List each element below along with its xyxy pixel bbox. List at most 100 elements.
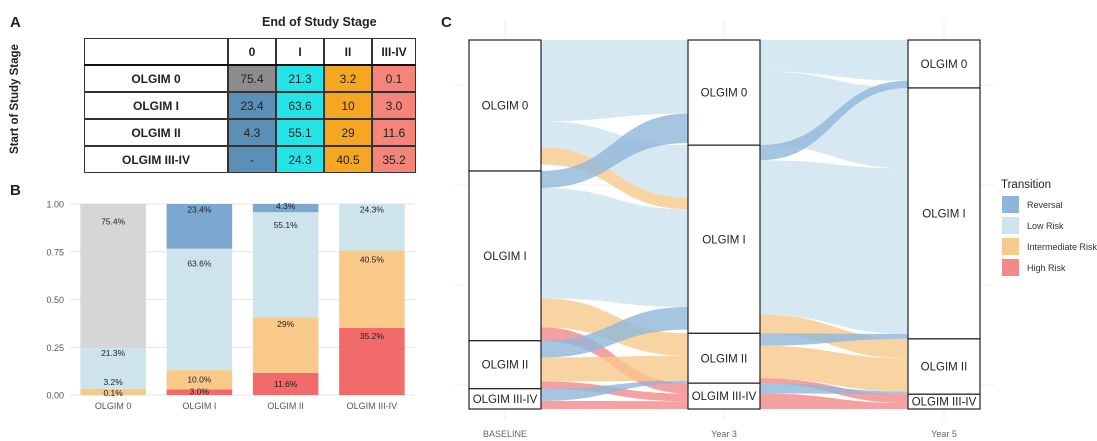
table-cell: 4.3	[228, 119, 276, 146]
table-cell: 40.5	[324, 146, 372, 173]
table-cell: 24.3	[276, 146, 324, 173]
stacked-bar-chart: 0.00 0.25 0.50 0.75 1.00 OLGIM 0 OLGIM I OLGIM …	[46, 200, 415, 411]
sankey-node-label: OLGIM III-IV	[473, 394, 538, 406]
bar-data-label: 29%	[277, 319, 294, 329]
table-corner-cell	[84, 38, 228, 65]
sankey-flow	[760, 333, 908, 346]
sankey-node-label: OLGIM 0	[482, 100, 529, 112]
sankey-node-label: OLGIM 0	[921, 59, 968, 71]
bar-segment	[252, 204, 319, 213]
legend-label: Reversal	[1027, 200, 1063, 210]
table-cell: 75.4	[228, 65, 276, 92]
table-row-label: OLGIM 0	[84, 65, 228, 92]
sankey-flow	[541, 400, 688, 409]
bar-segment	[80, 204, 146, 349]
bar-data-label: 24.3%	[360, 205, 385, 215]
legend-title: Transition	[1001, 179, 1051, 191]
sankey-node-label: OLGIM III-IV	[692, 391, 757, 403]
sankey-node-label: OLGIM II	[701, 353, 748, 365]
table-cell: 23.4	[228, 92, 276, 119]
y-tick-label: 0.50	[46, 295, 64, 305]
legend-swatch	[1002, 238, 1019, 255]
sankey-flow	[541, 355, 688, 382]
bar-segment	[252, 212, 319, 318]
table-title: End of Study Stage	[262, 15, 377, 29]
sankey-flow	[760, 80, 908, 161]
table-row-label: OLGIM I	[84, 92, 228, 119]
sankey-flow	[760, 40, 908, 81]
sankey-node	[687, 332, 761, 384]
table-cell: 35.2	[372, 146, 416, 173]
bar-segment	[166, 370, 233, 390]
table-col-header: III-IV	[372, 38, 416, 65]
bar-data-label: 0.1%	[103, 388, 123, 398]
table-cell: 29	[324, 119, 372, 146]
legend-swatch	[1002, 196, 1019, 213]
table-cell: 63.6	[276, 92, 324, 119]
sankey-flow	[541, 307, 688, 358]
x-tick-label: OLGIM 0	[95, 401, 132, 411]
sankey-flow	[760, 383, 908, 395]
sankey-flow	[541, 113, 688, 188]
bar-data-label: 23.4%	[187, 204, 212, 214]
table-cell: 11.6	[372, 119, 416, 146]
bar-data-label: 35.2%	[360, 331, 385, 341]
sankey-node	[468, 170, 542, 342]
sankey-node	[687, 382, 761, 410]
bar-data-label: 4.3%	[276, 201, 296, 211]
legend-swatch	[1002, 259, 1019, 276]
bar-segment	[339, 250, 405, 328]
sankey-node	[468, 388, 542, 410]
y-tick-label: 1.00	[46, 200, 64, 210]
table-cell: 55.1	[276, 119, 324, 146]
bar-segment	[80, 348, 146, 389]
legend-label: Intermediate Risk	[1027, 242, 1097, 252]
table-cell: 0.1	[372, 65, 416, 92]
bar-segment	[166, 204, 233, 249]
legend-swatch	[1002, 217, 1019, 234]
sankey-node	[687, 144, 761, 334]
panel-a-table: A End of Study Stage Start of Study Stag…	[0, 0, 420, 185]
x-tick-label: Year 5	[931, 429, 957, 439]
table-cell: 3.0	[372, 92, 416, 119]
sankey-node-label: OLGIM 0	[701, 88, 748, 100]
legend-label: High Risk	[1027, 263, 1066, 273]
bar-segment	[252, 372, 319, 395]
bar-data-label: 3.2%	[103, 377, 123, 387]
table-row-label: OLGIM III-IV	[84, 146, 228, 173]
table-cell: -	[228, 146, 276, 173]
bar-segment	[339, 327, 405, 395]
table-col-header: II	[324, 38, 372, 65]
sankey-node-label: OLGIM I	[922, 208, 965, 220]
x-tick-label: OLGIM II	[267, 401, 304, 411]
x-tick-label: OLGIM I	[182, 401, 216, 411]
bar-data-label: 3.0%	[190, 386, 210, 396]
table-cell: 3.2	[324, 65, 372, 92]
table-cell: 10	[324, 92, 372, 119]
table-col-header: I	[276, 38, 324, 65]
panel-letter-b: B	[10, 182, 21, 199]
bar-segment	[166, 389, 233, 395]
sankey-flow	[541, 40, 688, 122]
sankey-flow	[760, 160, 908, 334]
sankey-flow	[541, 380, 688, 401]
sankey-node-label: OLGIM I	[483, 251, 526, 263]
bar-segment	[166, 248, 233, 371]
table-cell: 21.3	[276, 65, 324, 92]
table-header-rule	[84, 64, 416, 66]
bar-data-label: 63.6%	[187, 258, 212, 268]
panel-letter-c: C	[441, 14, 452, 31]
sankey-node-label: OLGIM III-IV	[912, 397, 977, 409]
sankey-chart: OLGIM 0 OLGIM I OLGIM II OLGIM III-IV BASELI…	[455, 20, 1097, 439]
table-y-label: Start of Study Stage	[8, 44, 21, 154]
table-row-label: OLGIM II	[84, 119, 228, 146]
sankey-node	[907, 393, 981, 410]
bar-data-label: 75.4%	[101, 216, 126, 226]
x-tick-label: Year 3	[711, 429, 737, 439]
bar-data-label: 10.0%	[187, 375, 212, 385]
bar-data-label: 11.6%	[274, 379, 298, 389]
sankey-flow	[541, 187, 688, 308]
table-col-header: 0	[228, 38, 276, 65]
bar-segment	[252, 317, 319, 373]
panel-letter-a: A	[10, 14, 21, 31]
